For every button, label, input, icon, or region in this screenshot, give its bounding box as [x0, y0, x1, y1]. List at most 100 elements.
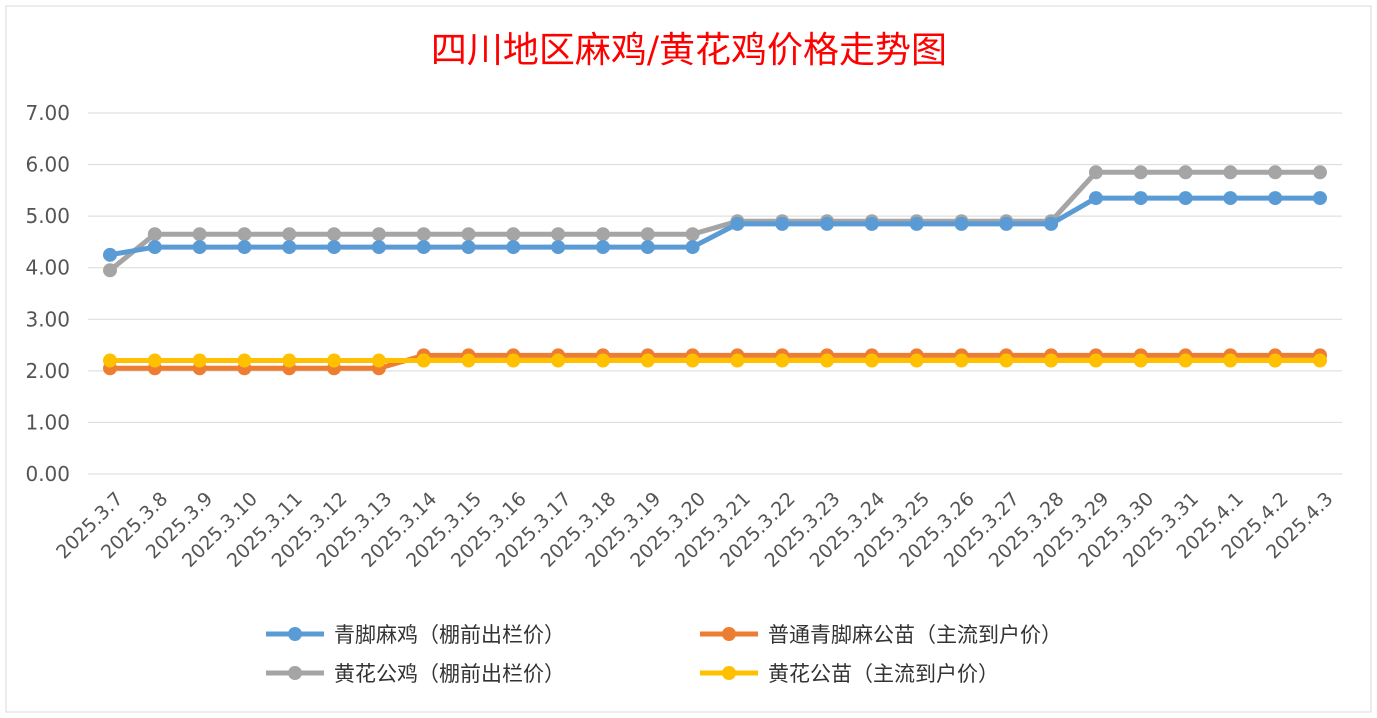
data-point	[909, 216, 924, 231]
data-point	[551, 353, 566, 368]
data-point	[1088, 353, 1103, 368]
legend-item: 黄花公苗（主流到户价）	[700, 662, 999, 686]
data-point	[506, 353, 521, 368]
data-point	[864, 353, 879, 368]
series-3	[103, 353, 1327, 368]
legend-item: 青脚麻鸡（棚前出栏价）	[266, 623, 565, 647]
data-point	[1313, 165, 1327, 180]
data-point	[954, 353, 969, 368]
data-point	[327, 353, 342, 368]
data-point	[820, 353, 835, 368]
legend-label: 青脚麻鸡（棚前出栏价）	[334, 623, 565, 647]
data-point	[1178, 191, 1193, 206]
data-point	[1133, 353, 1148, 368]
data-point	[864, 216, 879, 231]
y-tick-label: 1.00	[25, 410, 70, 434]
data-point	[192, 240, 207, 255]
data-point	[1268, 191, 1283, 206]
data-point	[640, 240, 655, 255]
data-point	[685, 353, 700, 368]
data-point	[192, 227, 207, 242]
y-tick-label: 2.00	[25, 359, 70, 383]
y-tick-label: 4.00	[25, 256, 70, 280]
legend-label: 黄花公鸡（棚前出栏价）	[334, 662, 565, 686]
data-point	[1268, 165, 1283, 180]
series-0	[103, 191, 1327, 262]
data-point	[685, 240, 700, 255]
data-point	[551, 240, 566, 255]
data-point	[506, 227, 521, 242]
data-point	[103, 263, 117, 278]
data-point	[416, 353, 431, 368]
data-point	[147, 240, 162, 255]
series-layer	[103, 165, 1327, 376]
data-point	[1133, 165, 1148, 180]
legend-item: 普通青脚麻公苗（主流到户价）	[700, 623, 1062, 647]
data-point	[1268, 353, 1283, 368]
series-line	[107, 169, 1323, 273]
data-point	[282, 227, 297, 242]
data-point	[327, 240, 342, 255]
data-point	[685, 227, 700, 242]
y-tick-label: 5.00	[25, 204, 70, 228]
legend: 青脚麻鸡（棚前出栏价） 普通青脚麻公苗（主流到户价） 黄花公鸡（棚前出栏价） 黄花公苗…	[266, 623, 1062, 686]
data-point	[1178, 165, 1193, 180]
series-2	[103, 165, 1327, 278]
data-point	[1223, 353, 1238, 368]
data-point	[909, 353, 924, 368]
data-point	[730, 216, 745, 231]
legend-label: 黄花公苗（主流到户价）	[768, 662, 999, 686]
data-point	[1044, 216, 1059, 231]
series-line	[107, 195, 1323, 258]
data-point	[371, 240, 386, 255]
data-point	[371, 227, 386, 242]
y-tick-label: 7.00	[25, 101, 70, 125]
data-point	[237, 227, 252, 242]
legend-swatch-marker	[288, 627, 302, 641]
data-point	[103, 247, 117, 262]
legend-item: 黄花公鸡（棚前出栏价）	[266, 662, 565, 686]
data-point	[282, 353, 297, 368]
y-axis: 0.00 1.00 2.00 3.00 4.00 5.00 6.00 7.00	[25, 101, 70, 486]
data-point	[595, 227, 610, 242]
y-tick-label: 3.00	[25, 307, 70, 331]
legend-swatch-marker	[722, 666, 736, 680]
data-point	[461, 353, 476, 368]
data-point	[282, 240, 297, 255]
data-point	[1178, 353, 1193, 368]
data-point	[237, 240, 252, 255]
data-point	[416, 240, 431, 255]
legend-swatch-marker	[722, 627, 736, 641]
data-point	[999, 353, 1014, 368]
data-point	[551, 227, 566, 242]
data-point	[461, 227, 476, 242]
data-point	[775, 353, 790, 368]
data-point	[595, 353, 610, 368]
data-point	[461, 240, 476, 255]
data-point	[416, 227, 431, 242]
legend-label: 普通青脚麻公苗（主流到户价）	[768, 623, 1062, 647]
data-point	[640, 353, 655, 368]
data-point	[1313, 353, 1327, 368]
data-point	[371, 353, 386, 368]
data-point	[999, 216, 1014, 231]
data-point	[1313, 191, 1327, 206]
data-point	[595, 240, 610, 255]
series-line	[107, 352, 1323, 371]
data-point	[954, 216, 969, 231]
gridlines	[88, 112, 1342, 475]
data-point	[1088, 191, 1103, 206]
data-point	[327, 227, 342, 242]
data-point	[147, 227, 162, 242]
data-point	[506, 240, 521, 255]
y-tick-label: 6.00	[25, 153, 70, 177]
chart-title: 四川地区麻鸡/黄花鸡价格走势图	[431, 30, 947, 71]
data-point	[1133, 191, 1148, 206]
data-point	[730, 353, 745, 368]
data-point	[103, 353, 117, 368]
data-point	[640, 227, 655, 242]
data-point	[775, 216, 790, 231]
data-point	[192, 353, 207, 368]
